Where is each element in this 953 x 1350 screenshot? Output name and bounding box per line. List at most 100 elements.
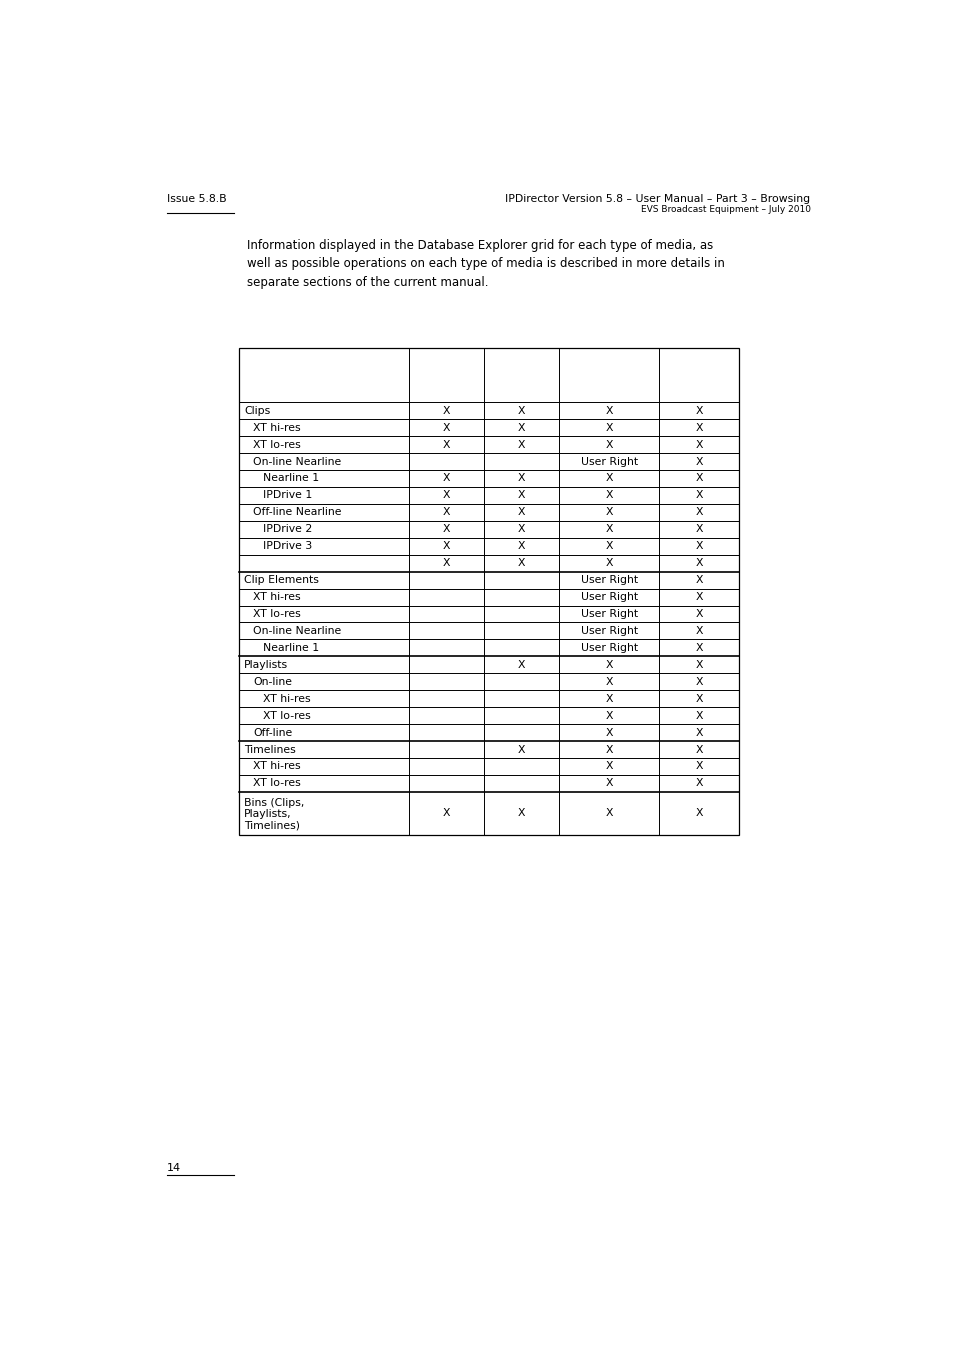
Text: IPDrive 2: IPDrive 2 — [262, 524, 312, 535]
Text: Playlists: Playlists — [244, 660, 288, 670]
Text: X: X — [605, 508, 613, 517]
Text: X: X — [605, 558, 613, 568]
Text: X: X — [695, 406, 702, 416]
Text: User Right: User Right — [580, 456, 638, 467]
Text: X: X — [517, 524, 525, 535]
Text: X: X — [442, 490, 450, 501]
Text: X: X — [605, 779, 613, 788]
Text: XT lo-res: XT lo-res — [253, 779, 301, 788]
Text: X: X — [517, 508, 525, 517]
Text: X: X — [605, 490, 613, 501]
Text: X: X — [605, 809, 613, 818]
Text: X: X — [695, 593, 702, 602]
Text: X: X — [442, 440, 450, 450]
Text: X: X — [695, 626, 702, 636]
Text: X: X — [605, 728, 613, 737]
Text: X: X — [695, 558, 702, 568]
Text: X: X — [695, 440, 702, 450]
Text: X: X — [517, 558, 525, 568]
Text: X: X — [517, 660, 525, 670]
Text: XT hi-res: XT hi-res — [262, 694, 310, 703]
Text: X: X — [517, 541, 525, 551]
Text: On-line Nearline: On-line Nearline — [253, 456, 341, 467]
Text: X: X — [605, 524, 613, 535]
Text: 14: 14 — [167, 1162, 181, 1173]
Text: X: X — [442, 406, 450, 416]
Text: X: X — [695, 609, 702, 620]
Text: User Right: User Right — [580, 575, 638, 585]
Text: X: X — [605, 440, 613, 450]
Text: X: X — [605, 744, 613, 755]
Text: X: X — [442, 809, 450, 818]
Text: Off-line Nearline: Off-line Nearline — [253, 508, 341, 517]
Text: X: X — [517, 423, 525, 432]
Text: X: X — [695, 508, 702, 517]
Text: X: X — [695, 575, 702, 585]
Text: X: X — [517, 744, 525, 755]
Text: X: X — [695, 660, 702, 670]
Text: X: X — [605, 710, 613, 721]
Text: X: X — [605, 423, 613, 432]
Text: X: X — [605, 406, 613, 416]
Text: IPDirector Version 5.8 – User Manual – Part 3 – Browsing: IPDirector Version 5.8 – User Manual – P… — [505, 194, 810, 204]
Text: IPDrive 1: IPDrive 1 — [262, 490, 312, 501]
Text: User Right: User Right — [580, 626, 638, 636]
Text: XT lo-res: XT lo-res — [262, 710, 310, 721]
Text: Nearline 1: Nearline 1 — [262, 643, 318, 653]
Text: X: X — [695, 710, 702, 721]
Text: X: X — [442, 541, 450, 551]
Bar — [239, 348, 739, 836]
Text: User Right: User Right — [580, 609, 638, 620]
Text: XT hi-res: XT hi-res — [253, 593, 300, 602]
Text: X: X — [695, 474, 702, 483]
Text: X: X — [695, 643, 702, 653]
Text: XT hi-res: XT hi-res — [253, 423, 300, 432]
Text: X: X — [695, 728, 702, 737]
Text: X: X — [695, 809, 702, 818]
Text: XT hi-res: XT hi-res — [253, 761, 300, 771]
Text: XT lo-res: XT lo-res — [253, 609, 301, 620]
Text: X: X — [442, 558, 450, 568]
Text: X: X — [695, 694, 702, 703]
Text: X: X — [695, 761, 702, 771]
Text: Timelines): Timelines) — [244, 821, 299, 830]
Text: X: X — [605, 660, 613, 670]
Text: X: X — [442, 508, 450, 517]
Text: X: X — [695, 676, 702, 687]
Text: X: X — [605, 761, 613, 771]
Text: XT lo-res: XT lo-res — [253, 440, 301, 450]
Text: Clips: Clips — [244, 406, 270, 416]
Text: X: X — [442, 474, 450, 483]
Text: Clip Elements: Clip Elements — [244, 575, 318, 585]
Text: Playlists,: Playlists, — [244, 810, 292, 819]
Text: X: X — [517, 809, 525, 818]
Text: X: X — [695, 423, 702, 432]
Text: Nearline 1: Nearline 1 — [262, 474, 318, 483]
Text: On-line Nearline: On-line Nearline — [253, 626, 341, 636]
Text: X: X — [605, 541, 613, 551]
Text: Timelines: Timelines — [244, 744, 295, 755]
Text: X: X — [517, 490, 525, 501]
Text: X: X — [695, 524, 702, 535]
Text: User Right: User Right — [580, 643, 638, 653]
Text: Bins (Clips,: Bins (Clips, — [244, 798, 304, 809]
Text: X: X — [605, 694, 613, 703]
Text: X: X — [605, 676, 613, 687]
Text: User Right: User Right — [580, 593, 638, 602]
Text: X: X — [517, 406, 525, 416]
Text: X: X — [695, 744, 702, 755]
Text: X: X — [442, 423, 450, 432]
Text: X: X — [517, 440, 525, 450]
Text: Issue 5.8.B: Issue 5.8.B — [167, 194, 227, 204]
Text: EVS Broadcast Equipment – July 2010: EVS Broadcast Equipment – July 2010 — [639, 205, 810, 215]
Text: X: X — [442, 524, 450, 535]
Text: X: X — [695, 456, 702, 467]
Text: X: X — [605, 474, 613, 483]
Text: X: X — [695, 779, 702, 788]
Text: IPDrive 3: IPDrive 3 — [262, 541, 312, 551]
Text: Off-line: Off-line — [253, 728, 293, 737]
Text: X: X — [695, 541, 702, 551]
Text: X: X — [695, 490, 702, 501]
Text: X: X — [517, 474, 525, 483]
Text: On-line: On-line — [253, 676, 292, 687]
